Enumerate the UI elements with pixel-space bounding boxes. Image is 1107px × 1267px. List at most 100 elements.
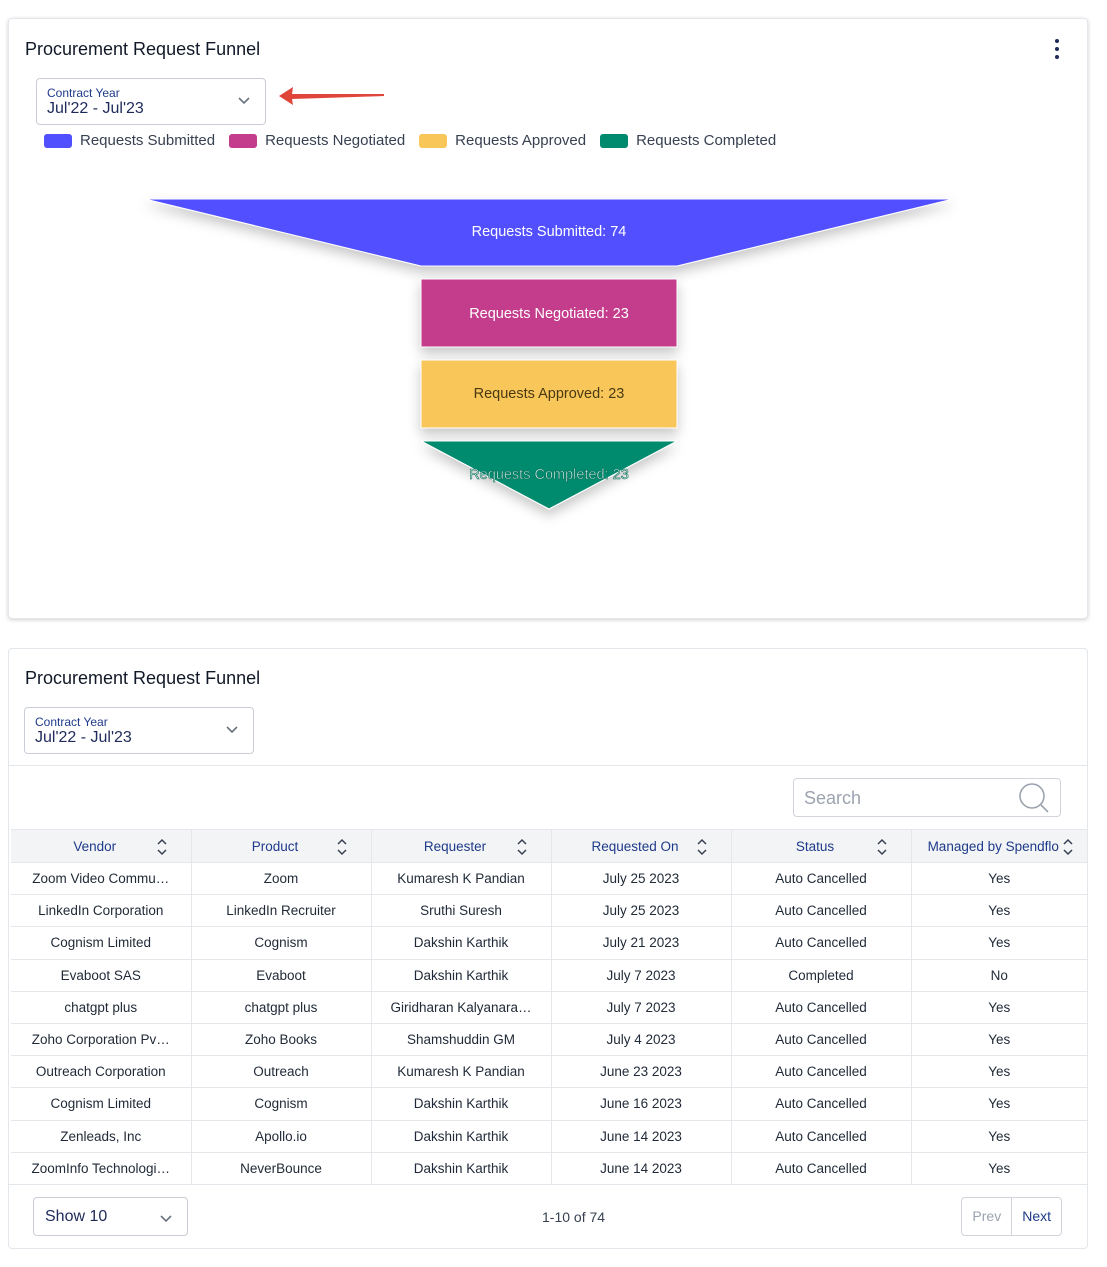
table-cell: Zoho Books [191, 1023, 372, 1057]
table-cell: chatgpt plus [11, 991, 192, 1024]
column-header-requester[interactable]: Requester [371, 829, 552, 863]
table-cell: Auto Cancelled [731, 926, 912, 960]
sort-icon[interactable] [516, 838, 527, 856]
funnel-stage-requests-submitted[interactable] [144, 198, 954, 267]
table-cell: Auto Cancelled [731, 1152, 912, 1185]
column-header-product[interactable]: Product [191, 829, 372, 863]
funnel-stage-label: Requests Submitted: 74 [472, 224, 627, 240]
table-cell: Auto Cancelled [731, 1023, 912, 1057]
sort-icon[interactable] [696, 838, 707, 856]
page-size-select[interactable]: Show 10 [33, 1197, 188, 1236]
table-cell: Yes [911, 1055, 1087, 1089]
card-title: Procurement Request Funnel [25, 39, 261, 59]
legend-swatch [229, 133, 258, 148]
table-row[interactable]: Zoho Corporation Pv… Zoho Books Shamshuddi… [11, 1023, 1087, 1057]
card-title: Procurement Request Funnel [25, 668, 261, 688]
funnel-stage-requests-completed[interactable] [420, 440, 678, 510]
table-cell: LinkedIn Corporation [11, 894, 192, 928]
funnel-stage-label: Requests Approved: 23 [474, 386, 625, 402]
sort-icon[interactable] [1063, 838, 1073, 856]
funnel-stage-requests-negotiated[interactable] [420, 278, 678, 348]
sort-icon[interactable] [156, 838, 167, 856]
next-page-button[interactable]: Next [1022, 1208, 1051, 1224]
table-panel: Search Vendor Product Requester Requested O… [9, 765, 1087, 1249]
legend-label: Requests Negotiated [265, 132, 406, 149]
table-row[interactable]: chatgpt plus chatgpt plus Giridharan Kalya… [11, 991, 1087, 1024]
table-cell: Zoom [191, 862, 372, 896]
legend-item[interactable]: Requests Completed [600, 132, 776, 149]
pagination-info: 1-10 of 74 [542, 1209, 606, 1225]
column-header-status[interactable]: Status [731, 829, 912, 863]
table-row[interactable]: Zenleads, Inc Apollo.io Dakshin Karthik Jun… [11, 1120, 1087, 1153]
table-cell: Cognism Limited [11, 926, 192, 960]
table-cell: Evaboot SAS [11, 959, 192, 992]
red-arrow-icon [279, 87, 384, 105]
chevron-down-icon [238, 97, 250, 105]
table-cell: Zoho Corporation Pv… [11, 1023, 192, 1057]
legend-swatch [600, 133, 629, 148]
legend-swatch [419, 133, 448, 148]
kebab-vertical-icon[interactable] [1053, 39, 1061, 63]
legend-label: Requests Submitted [80, 132, 216, 149]
column-header-vendor[interactable]: Vendor [11, 829, 192, 863]
table-cell: Kumaresh K Pandian [371, 862, 552, 896]
table-cell: Giridharan Kalyanara… [371, 991, 552, 1024]
funnel-stage-label: Requests Completed: 23 [469, 467, 629, 483]
table-cell: LinkedIn Recruiter [191, 894, 372, 928]
column-header-label: Requester [423, 838, 487, 854]
table-cell: Completed [731, 959, 912, 992]
legend-item[interactable]: Requests Approved [419, 132, 586, 149]
search-input[interactable]: Search [793, 778, 1061, 817]
table-cell: July 7 2023 [551, 959, 732, 992]
table-cell: Shamshuddin GM [371, 1023, 552, 1057]
table-cell: July 4 2023 [551, 1023, 732, 1057]
table-cell: Dakshin Karthik [371, 1087, 552, 1121]
table-cell: Sruthi Suresh [371, 894, 552, 928]
table-cell: Yes [911, 926, 1087, 960]
legend-item[interactable]: Requests Submitted [44, 132, 215, 149]
table-cell: June 16 2023 [551, 1087, 732, 1121]
requests-table-card: Procurement Request Funnel Contract Year… [8, 648, 1088, 1249]
table-row[interactable]: Zoom Video Commu… Zoom Kumaresh K Pandian J… [11, 862, 1087, 896]
column-header-managed-by-spendflo[interactable]: Managed by Spendflo [911, 829, 1087, 863]
table-cell: Yes [911, 862, 1087, 896]
requests-table: Vendor Product Requester Requested On Status… [11, 829, 1087, 1185]
table-row[interactable]: Evaboot SAS Evaboot Dakshin Karthik July 7 … [11, 959, 1087, 992]
contract-year-dropdown[interactable]: Contract Year Jul'22 - Jul'23 [24, 707, 254, 754]
table-cell: Dakshin Karthik [371, 926, 552, 960]
table-cell: June 14 2023 [551, 1120, 732, 1153]
contract-year-dropdown[interactable]: Contract Year Jul'22 - Jul'23 [36, 78, 266, 125]
table-cell: Auto Cancelled [731, 1120, 912, 1153]
table-cell: chatgpt plus [191, 991, 372, 1024]
table-row[interactable]: Cognism Limited Cognism Dakshin Karthik Jun… [11, 1087, 1087, 1121]
column-header-requested-on[interactable]: Requested On [551, 829, 732, 863]
table-cell: June 14 2023 [551, 1152, 732, 1185]
table-cell: Auto Cancelled [731, 1055, 912, 1089]
table-cell: Auto Cancelled [731, 991, 912, 1024]
column-header-label: Vendor [73, 838, 117, 854]
table-cell: Dakshin Karthik [371, 1152, 552, 1185]
table-cell: July 25 2023 [551, 862, 732, 896]
dropdown-value: Jul'22 - Jul'23 [35, 729, 132, 746]
table-row[interactable]: ZoomInfo Technologi… NeverBounce Dakshin K… [11, 1152, 1087, 1185]
table-cell: Yes [911, 1152, 1087, 1185]
table-cell: Dakshin Karthik [371, 1120, 552, 1153]
table-cell: Cognism [191, 926, 372, 960]
prev-page-button[interactable]: Prev [962, 1198, 1013, 1235]
column-header-label: Managed by Spendflo [927, 838, 1059, 854]
funnel-stage-label: Requests Negotiated: 23 [469, 306, 629, 322]
sort-icon[interactable] [876, 838, 887, 856]
table-cell: Auto Cancelled [731, 894, 912, 928]
table-cell: No [911, 959, 1087, 992]
table-cell: NeverBounce [191, 1152, 372, 1185]
column-header-label: Product [251, 838, 299, 854]
table-row[interactable]: Outreach Corporation Outreach Kumaresh K P… [11, 1055, 1087, 1089]
sort-icon[interactable] [336, 838, 347, 856]
funnel-chart-card: Procurement Request Funnel Contract Year… [8, 18, 1088, 619]
legend-item[interactable]: Requests Negotiated [229, 132, 405, 149]
table-row[interactable]: LinkedIn Corporation LinkedIn Recruiter Sr… [11, 894, 1087, 928]
table-cell: Kumaresh K Pandian [371, 1055, 552, 1089]
funnel-stage-requests-approved[interactable] [420, 359, 678, 429]
table-row[interactable]: Cognism Limited Cognism Dakshin Karthik Jul… [11, 926, 1087, 960]
table-cell: Zenleads, Inc [11, 1120, 192, 1153]
